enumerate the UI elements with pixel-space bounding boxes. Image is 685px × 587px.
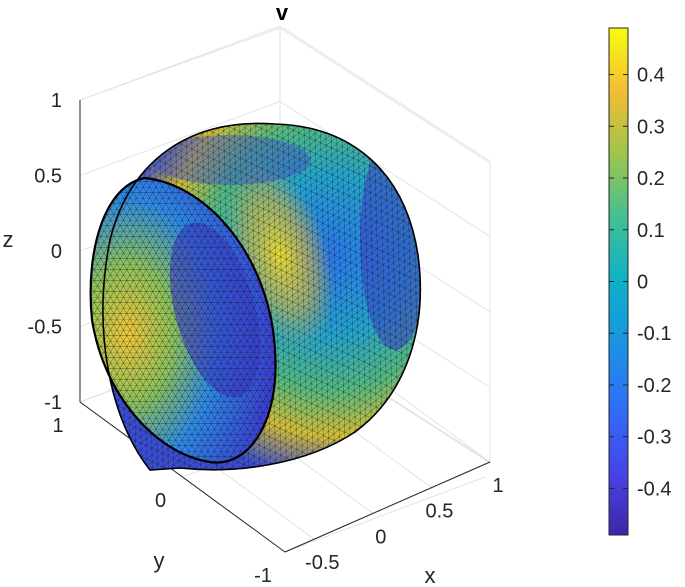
colorbar-tick-label: 0.3	[637, 116, 665, 138]
colorbar-tick-label: 0	[637, 272, 648, 294]
z-tick-labels: -1 -0.5 0 0.5 1	[28, 90, 62, 414]
y-grid-line	[284, 476, 486, 553]
y-tick-labels: -1 0 1	[52, 415, 271, 587]
colorbar-tick-label: 0.4	[637, 65, 665, 87]
cut-face-outline	[89, 176, 277, 464]
colorbar-tick-label: -0.1	[637, 323, 671, 345]
y-tick-label: 1	[52, 415, 63, 437]
chart-title: v	[276, 0, 289, 25]
y-tick-label: 0	[155, 490, 166, 512]
colorbar-tick-label: -0.4	[637, 478, 671, 500]
x-tick-label: 0	[375, 526, 386, 548]
z-grid-line	[79, 25, 281, 101]
z-grid-line	[279, 25, 491, 162]
colorbar-tick-label: -0.3	[637, 427, 671, 449]
axis-lines	[79, 100, 491, 553]
z-tick-label: -0.5	[28, 317, 62, 339]
z-tick-label: -1	[44, 392, 62, 414]
x-tick-label: 1	[492, 475, 503, 497]
z-tick-label: 1	[51, 90, 62, 112]
y-tick-label: -1	[254, 565, 272, 587]
x-axis-label: x	[425, 563, 436, 587]
sphere-outline	[102, 122, 422, 471]
colorbar-ticks: 0.4 0.3 0.2 0.1 0 -0.1 -0.2 -0.3 -0.4	[609, 65, 671, 500]
z-tick-label: 0.5	[34, 166, 62, 188]
y-axis-label: y	[154, 548, 165, 573]
colorbar-tick-label: 0.2	[637, 168, 665, 190]
colorbar-tick-label: -0.2	[637, 375, 671, 397]
surface	[89, 122, 422, 471]
colorbar-tick-label: 0.1	[637, 220, 665, 242]
z-grid-line	[279, 101, 491, 237]
z-grid-line	[79, 101, 281, 176]
z-tick-label: 0	[51, 241, 62, 263]
x-tick-labels: -0.5 0 0.5 1	[305, 475, 504, 574]
z-axis-label: z	[3, 227, 14, 252]
colorbar: 0.4 0.3 0.2 0.1 0 -0.1 -0.2 -0.3 -0.4	[608, 27, 671, 536]
x-tick-label: 0.5	[426, 501, 454, 523]
x-tick-label: -0.5	[305, 552, 339, 574]
